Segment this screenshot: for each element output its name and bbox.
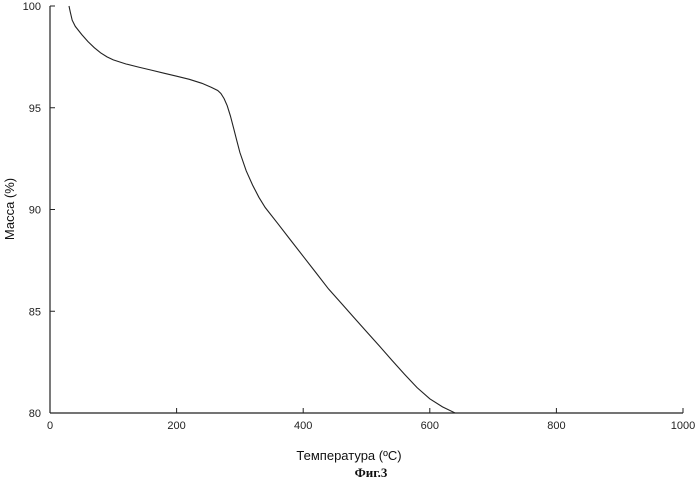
x-tick-label: 600 <box>421 420 439 432</box>
y-tick-label: 80 <box>29 408 41 420</box>
mass-loss-curve <box>69 6 683 413</box>
y-tick-label: 85 <box>29 306 41 318</box>
x-axis-ticks: 0 200 400 600 800 1000 <box>47 408 695 432</box>
x-tick-label: 800 <box>547 420 565 432</box>
y-axis-title: Масса (%) <box>2 178 17 240</box>
x-tick-label: 1000 <box>671 420 695 432</box>
x-tick-label: 0 <box>47 420 53 432</box>
y-tick-label: 95 <box>29 103 41 115</box>
x-tick-label: 400 <box>294 420 312 432</box>
y-tick-label: 90 <box>29 205 41 217</box>
y-tick-label: 100 <box>23 1 41 13</box>
figure-caption: Фиг.3 <box>355 465 388 480</box>
plot-area <box>50 6 683 413</box>
x-tick-label: 200 <box>167 420 185 432</box>
x-axis-title: Температура (ºС) <box>296 448 401 463</box>
